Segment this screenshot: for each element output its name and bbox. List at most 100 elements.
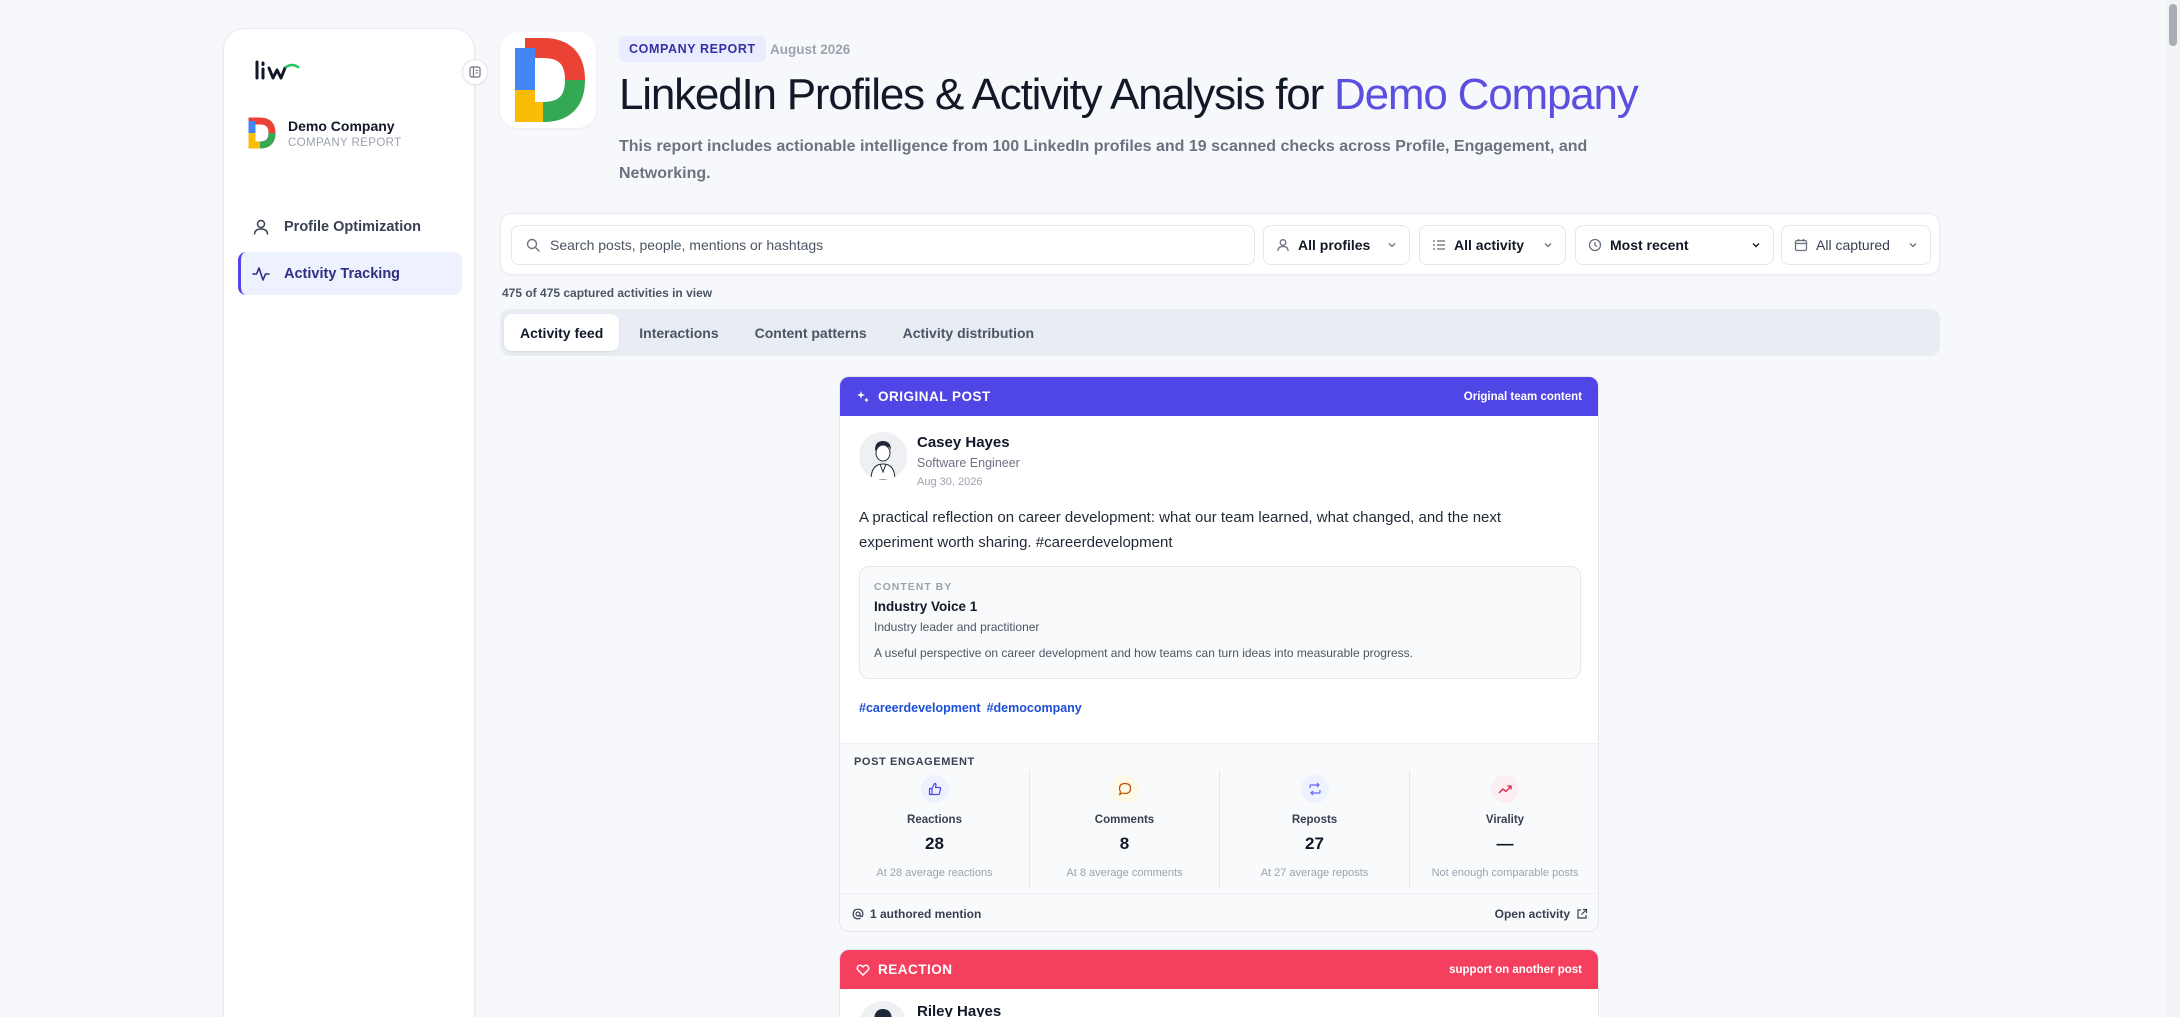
sidebar: Demo Company COMPANY REPORT Profile Opti… — [223, 28, 488, 1017]
sidebar-toggle-icon — [469, 66, 481, 78]
metric-label: Reposts — [1291, 814, 1338, 826]
metric-icon-wrap — [1110, 775, 1139, 803]
filter-bar: Search posts, people, mentions or hashta… — [500, 213, 1940, 275]
activity-icon — [252, 266, 270, 281]
author-name: Riley Hayes — [917, 1003, 1002, 1017]
sparkle-icon — [857, 390, 869, 402]
mentions-text: 1 authored mention — [870, 906, 982, 921]
heart-icon — [856, 964, 870, 976]
post-author[interactable]: Casey Hayes Software Engineer Aug 30, 20… — [859, 432, 1020, 488]
activity-select-value: All activity — [1454, 237, 1525, 253]
external-link-icon — [1577, 908, 1588, 919]
search-icon — [526, 238, 540, 252]
open-activity-link[interactable]: Open activity — [1495, 907, 1588, 921]
card-type-note: support on another post — [1449, 963, 1582, 976]
company-name: Demo Company — [288, 117, 395, 134]
activity-select[interactable]: All activity — [1419, 225, 1566, 265]
sidebar-item-profile-optimization[interactable]: Profile Optimization — [238, 205, 462, 248]
page-title-company: Demo Company — [1334, 70, 1639, 119]
open-activity-label: Open activity — [1494, 906, 1570, 921]
metric-note: At 8 average comments — [1066, 867, 1183, 879]
metric-icon-wrap — [1300, 775, 1329, 803]
chevron-down-icon — [1388, 243, 1396, 248]
page-title: LinkedIn Profiles & Activity Analysis fo… — [619, 70, 1639, 120]
users-icon — [1277, 239, 1289, 252]
report-intro: This report includes actionable intellig… — [619, 138, 1588, 182]
hashtag-list: #careerdevelopment #democompany — [859, 701, 1082, 715]
thumbs-up-icon — [928, 782, 941, 796]
sidebar-item-label: Profile Optimization — [284, 218, 421, 235]
metric-reactions: Reactions 28 At 28 average reactions — [840, 770, 1030, 888]
profiles-select[interactable]: All profiles — [1263, 225, 1410, 265]
metric-reposts: Reposts 27 At 27 average reposts — [1220, 770, 1410, 888]
metric-virality: Virality — Not enough comparable posts — [1410, 770, 1598, 888]
metric-value: 28 — [925, 834, 944, 853]
metric-value: 27 — [1305, 834, 1324, 853]
tab-interactions[interactable]: Interactions — [639, 324, 719, 341]
search-placeholder: Search posts, people, mentions or hashta… — [550, 237, 824, 253]
hashtag[interactable]: #democompany — [986, 701, 1082, 715]
at-icon — [852, 908, 864, 919]
sidebar-item-activity-tracking[interactable]: Activity Tracking — [238, 252, 462, 295]
card-type-note: Original team content — [1463, 390, 1582, 403]
mentions-info: 1 authored mention — [852, 907, 981, 921]
tab-content-patterns[interactable]: Content patterns — [754, 324, 867, 341]
captured-select[interactable]: All captured — [1781, 225, 1931, 265]
metric-label: Virality — [1485, 814, 1525, 826]
repost-icon — [1308, 782, 1321, 796]
shared-content-label: CONTENT BY — [874, 581, 953, 593]
shared-content-text: A useful perspective on career developme… — [874, 646, 1413, 660]
profiles-select-value: All profiles — [1298, 237, 1371, 253]
tab-activity-feed[interactable]: Activity feed — [504, 314, 620, 351]
comment-icon — [1118, 782, 1131, 796]
page-title-main: LinkedIn Profiles & Activity Analysis fo… — [619, 70, 1335, 119]
post-author[interactable]: Riley Hayes — [859, 1001, 1001, 1017]
avatar — [859, 1001, 907, 1017]
post-date: Aug 30, 2026 — [917, 476, 983, 488]
post-text: A practical reflection on career develop… — [859, 509, 1502, 551]
metric-value: 8 — [1119, 834, 1130, 853]
company-switcher[interactable]: Demo Company COMPANY REPORT — [248, 117, 402, 149]
card-header: ORIGINAL POST Original team content — [840, 377, 1598, 416]
metric-icon-wrap — [1491, 775, 1519, 803]
sidebar-nav: Profile Optimization Activity Tracking — [238, 205, 462, 299]
metric-icon-wrap — [920, 775, 949, 803]
author-name: Casey Hayes — [917, 434, 1010, 451]
chevron-down-icon — [1752, 243, 1760, 248]
card-header: REACTION support on another post — [840, 950, 1598, 989]
hashtag[interactable]: #careerdevelopment — [859, 701, 981, 715]
metric-comments: Comments 8 At 8 average comments — [1030, 770, 1220, 888]
post-engagement: POST ENGAGEMENT Reactions 28 At 28 avera… — [840, 743, 1598, 893]
scrollbar-thumb[interactable] — [2169, 4, 2177, 46]
company-brand-logo — [500, 32, 596, 128]
sort-select[interactable]: Most recent — [1575, 225, 1774, 265]
tab-activity-distribution[interactable]: Activity distribution — [902, 324, 1035, 341]
metric-label: Reactions — [907, 814, 962, 826]
card-type-label: ORIGINAL POST — [878, 389, 991, 404]
person-illustration-icon — [859, 432, 907, 480]
user-icon — [253, 219, 269, 235]
search-input[interactable]: Search posts, people, mentions or hashta… — [511, 225, 1255, 265]
trend-icon — [1498, 785, 1512, 794]
app-logo[interactable] — [254, 59, 300, 87]
activity-card: ORIGINAL POST Original team content Case… — [839, 376, 1599, 932]
avatar — [859, 432, 907, 480]
captured-select-value: All captured — [1816, 237, 1890, 253]
card-type-label: REACTION — [878, 962, 953, 977]
shared-content-author-role: Industry leader and practitioner — [874, 620, 1040, 634]
chevron-down-icon — [1909, 243, 1917, 248]
activity-card: REACTION support on another post Riley H… — [839, 949, 1599, 1017]
author-role: Software Engineer — [917, 456, 1020, 470]
card-footer: 1 authored mention Open activity — [840, 893, 1598, 931]
page-scrollbar[interactable] — [2166, 0, 2180, 1017]
chevron-down-icon — [1544, 243, 1552, 248]
report-badge: COMPANY REPORT — [619, 36, 766, 62]
shared-content-box[interactable]: CONTENT BY Industry Voice 1 Industry lea… — [859, 566, 1581, 679]
company-logo-icon — [248, 117, 276, 149]
report-date: August 2026 — [770, 42, 851, 57]
list-filter-icon — [1433, 240, 1445, 250]
app-logo-icon — [255, 60, 300, 80]
metric-note: At 27 average reposts — [1260, 867, 1369, 879]
activity-count: 475 of 475 captured activities in view — [502, 286, 713, 300]
collapse-sidebar-button[interactable] — [462, 59, 488, 85]
